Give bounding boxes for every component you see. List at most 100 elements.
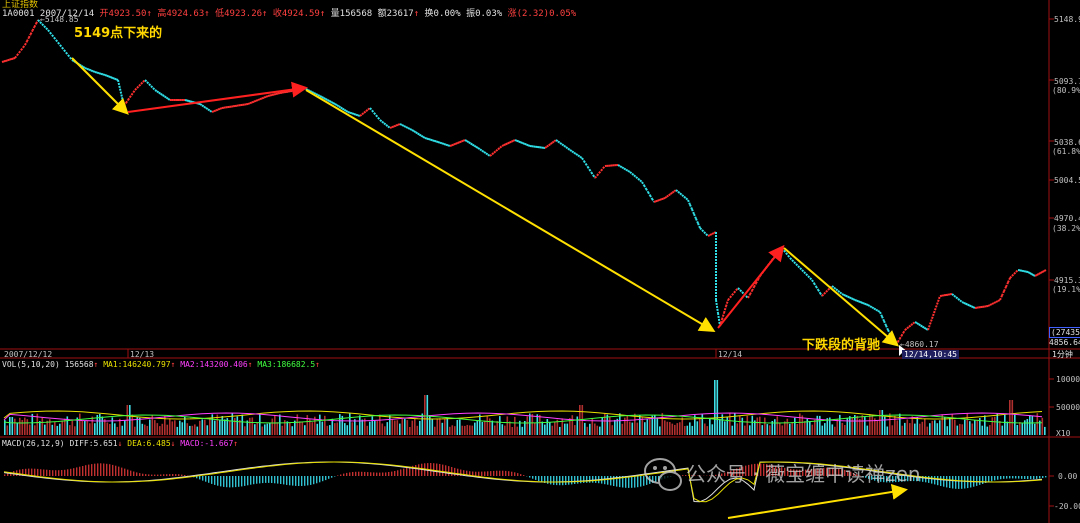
volume-bar bbox=[114, 423, 116, 435]
price-segment bbox=[687, 199, 691, 206]
price-segment bbox=[741, 291, 745, 295]
price-segment bbox=[430, 138, 433, 142]
volume-bar bbox=[889, 413, 891, 435]
macd-bar bbox=[517, 473, 519, 476]
volume-bar bbox=[654, 415, 656, 435]
watermark: 公众号 · 薇宝缠中读禅zen bbox=[686, 462, 921, 486]
volume-bar bbox=[251, 417, 254, 435]
volume-bar bbox=[36, 413, 39, 435]
period-label[interactable]: 1分钟 bbox=[1052, 350, 1073, 359]
price-segment bbox=[643, 184, 647, 190]
price-segment bbox=[860, 301, 863, 304]
price-segment bbox=[629, 171, 633, 175]
volume-bar bbox=[856, 415, 859, 435]
price-segment bbox=[669, 191, 673, 195]
price-segment bbox=[375, 114, 379, 119]
price-segment bbox=[82, 66, 86, 69]
price-segment bbox=[125, 99, 129, 104]
price-segment bbox=[731, 292, 735, 296]
macd-bar bbox=[184, 475, 186, 476]
macd-bars bbox=[4, 463, 1047, 489]
volume-bar bbox=[324, 415, 326, 435]
macd-bar bbox=[7, 473, 9, 476]
macd-bar bbox=[721, 473, 723, 476]
price-segment bbox=[144, 79, 148, 83]
volume-bar bbox=[386, 422, 389, 435]
volume-bar bbox=[679, 422, 681, 435]
price-segment bbox=[140, 81, 144, 85]
volume-bar bbox=[681, 417, 684, 435]
price-segment bbox=[136, 85, 140, 89]
price-segment bbox=[387, 125, 391, 129]
macd-bar bbox=[946, 476, 948, 488]
volume-bar bbox=[256, 422, 259, 435]
price-segment bbox=[460, 139, 464, 143]
macd-bar bbox=[655, 476, 657, 482]
price-segment bbox=[666, 194, 670, 198]
volume-bar bbox=[414, 418, 416, 435]
volume-bar bbox=[459, 419, 461, 435]
volume-bar bbox=[384, 426, 386, 435]
volume-bar bbox=[749, 425, 751, 435]
price-segment bbox=[581, 157, 585, 162]
macd-dea: DEA:6.485 bbox=[127, 439, 171, 448]
volume-bar bbox=[361, 419, 364, 435]
macd-bar bbox=[790, 468, 792, 476]
macd-bar bbox=[709, 475, 711, 476]
volume-bar bbox=[306, 415, 309, 435]
volume-bar bbox=[326, 425, 329, 435]
macd-bar bbox=[826, 467, 828, 476]
price-segment bbox=[343, 108, 347, 112]
volume-bar bbox=[314, 416, 316, 435]
volume-bar bbox=[619, 413, 621, 435]
price-segment bbox=[457, 141, 460, 144]
macd-bar bbox=[91, 464, 93, 476]
volume-bar bbox=[31, 413, 34, 435]
macd-bar bbox=[562, 476, 564, 486]
volume-bar bbox=[824, 423, 826, 435]
price-segment bbox=[703, 231, 707, 235]
macd-bar bbox=[475, 471, 477, 476]
price-segment bbox=[995, 300, 999, 303]
volume-bar bbox=[501, 424, 504, 435]
volume-bar bbox=[221, 416, 224, 435]
price-segment bbox=[132, 89, 136, 94]
price-segment bbox=[577, 154, 581, 158]
price-segment bbox=[102, 73, 106, 76]
price-segment bbox=[867, 304, 871, 308]
macd-bar bbox=[451, 467, 453, 476]
price-segment bbox=[551, 140, 555, 144]
volume-bar bbox=[774, 419, 776, 435]
price-segment bbox=[817, 289, 821, 294]
macd-bar bbox=[337, 475, 339, 476]
macd-bar bbox=[574, 476, 576, 484]
macd-bar bbox=[922, 476, 924, 482]
macd-bar bbox=[52, 470, 54, 476]
volume-bar bbox=[134, 426, 136, 435]
macd-bar bbox=[880, 476, 882, 482]
volume-bar bbox=[301, 421, 304, 435]
volume-bar bbox=[174, 420, 176, 435]
volume-bar bbox=[954, 419, 956, 435]
arrow-decline-2 bbox=[305, 89, 716, 333]
price-segment bbox=[441, 142, 445, 145]
price-segment bbox=[1015, 269, 1019, 273]
price-segment bbox=[397, 123, 401, 126]
price-segment bbox=[211, 110, 215, 113]
price-segment bbox=[434, 139, 437, 143]
volume-bar bbox=[104, 419, 106, 435]
volume-bar bbox=[964, 419, 966, 435]
macd-bar bbox=[196, 476, 198, 479]
macd-bar bbox=[937, 476, 939, 486]
volume-bar bbox=[659, 426, 661, 435]
price-segment bbox=[31, 26, 36, 32]
price-segment bbox=[747, 293, 751, 299]
volume-bar bbox=[1006, 421, 1009, 435]
price-segment bbox=[479, 148, 483, 152]
macd-title: MACD(26,12,9) bbox=[2, 439, 65, 448]
macd-bar bbox=[844, 469, 846, 476]
price-segment bbox=[931, 312, 935, 320]
price-segment bbox=[115, 78, 119, 81]
price-segment bbox=[799, 267, 803, 271]
